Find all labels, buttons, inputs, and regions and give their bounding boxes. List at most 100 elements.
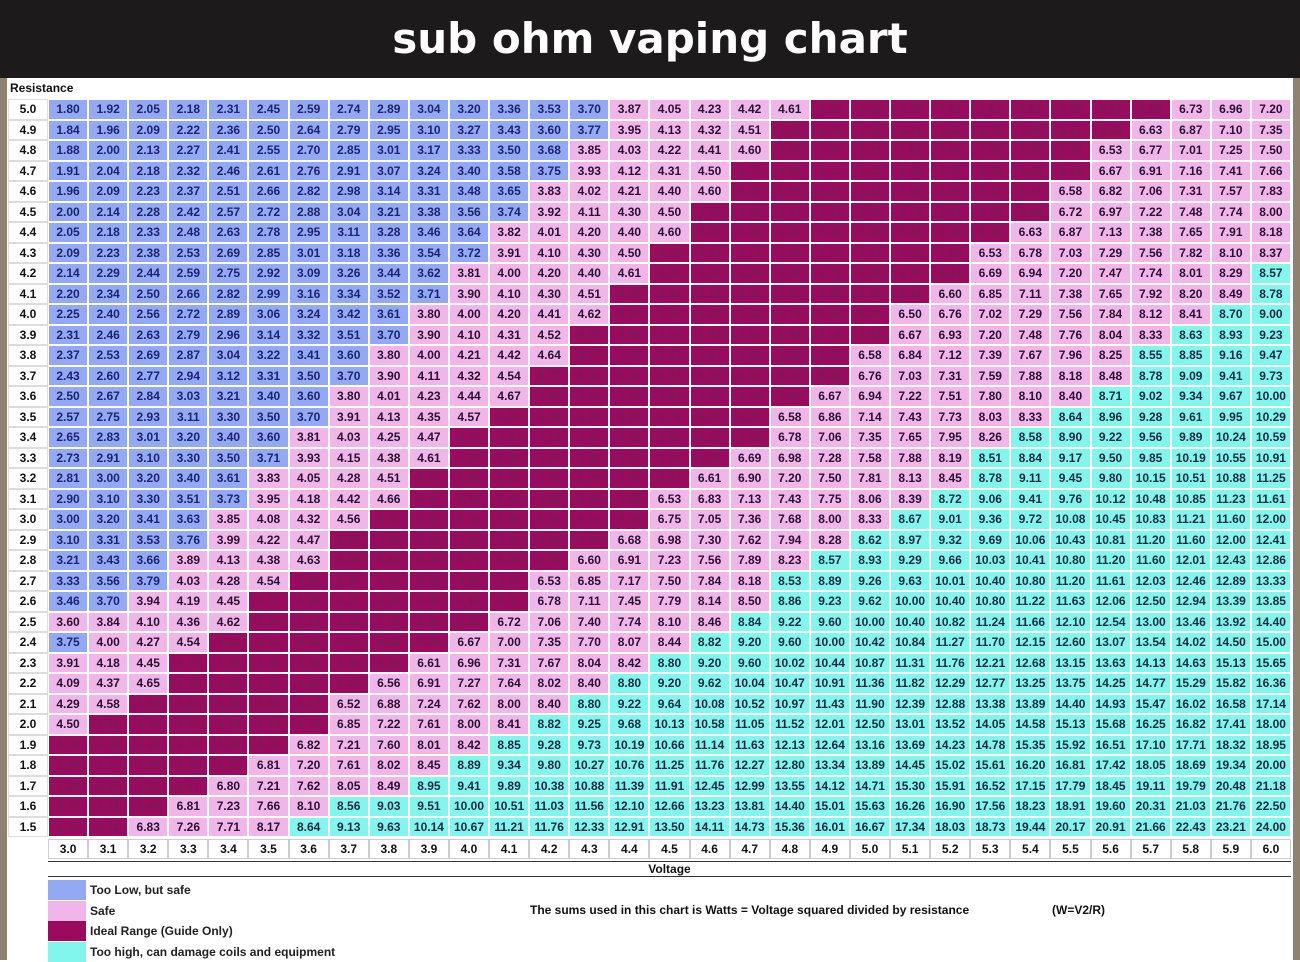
cell: 10.88 [1210, 468, 1251, 489]
cell: 7.23 [208, 796, 249, 817]
cell: 4.41 [529, 304, 570, 325]
cell: 5.07 [328, 570, 369, 591]
cell: 4.03 [168, 570, 209, 591]
cell: 5.81 [729, 345, 770, 366]
cell: 3.60 [48, 611, 89, 632]
cell: 18.45 [1090, 775, 1131, 796]
cell: 3.32 [288, 324, 329, 345]
cell: 12.00 [1250, 509, 1291, 530]
cell: 12.46 [1170, 570, 1211, 591]
cell: 5.70 [328, 632, 369, 653]
cell: 23.21 [1210, 816, 1251, 837]
cell: 15.65 [1250, 652, 1291, 673]
cell: 14.58 [1010, 714, 1051, 735]
cell: 4.42 [489, 345, 530, 366]
cell: 2.05 [48, 222, 89, 243]
cell: 9.20 [689, 652, 730, 673]
cell: 9.09 [1170, 365, 1211, 386]
cell: 6.31 [729, 406, 770, 427]
cell: 8.33 [1010, 406, 1051, 427]
cell: 2.05 [128, 99, 169, 120]
cell: 2.31 [208, 99, 249, 120]
cell: 10.45 [1090, 509, 1131, 530]
cell: 4.70 [769, 119, 810, 140]
cell: 2.98 [328, 181, 369, 202]
cell: 4.65 [128, 673, 169, 694]
cell: 5.57 [248, 673, 289, 694]
cell: 7.75 [809, 488, 850, 509]
cell: 7.48 [1010, 324, 1051, 345]
cell: 9.73 [569, 734, 610, 755]
cell: 9.41 [1010, 488, 1051, 509]
cell: 6.72 [1050, 201, 1091, 222]
cell: 13.00 [1130, 611, 1171, 632]
cell: 9.20 [649, 673, 690, 694]
row-label: 4.7 [8, 160, 48, 181]
cell: 10.40 [970, 570, 1011, 591]
cell: 15.00 [1250, 632, 1291, 653]
cell: 7.13 [729, 488, 770, 509]
cell: 10.40 [930, 591, 971, 612]
cell: 5.73 [970, 119, 1011, 140]
cell: 7.91 [1210, 222, 1251, 243]
cell: 6.52 [328, 693, 369, 714]
cell: 14.05 [970, 714, 1011, 735]
column-label: 5.8 [1170, 839, 1211, 859]
cell: 7.84 [689, 570, 730, 591]
cell: 6.28 [368, 652, 409, 673]
cell: 6.67 [1090, 160, 1131, 181]
cell: 10.08 [689, 693, 730, 714]
cell: 4.94 [649, 283, 690, 304]
cell: 8.84 [1010, 447, 1051, 468]
cell: 5.88 [930, 181, 971, 202]
cell: 7.65 [1170, 222, 1211, 243]
cell: 4.27 [128, 632, 169, 653]
cell: 2.31 [48, 324, 89, 345]
cell: 5.71 [448, 550, 490, 571]
cell: 3.64 [448, 222, 490, 243]
cell: 15.30 [890, 775, 931, 796]
cell: 2.48 [168, 222, 209, 243]
cell: 2.99 [248, 283, 289, 304]
cell: 3.24 [288, 304, 329, 325]
cell: 4.37 [88, 673, 129, 694]
cell: 9.11 [1010, 468, 1051, 489]
cell: 15.63 [849, 796, 891, 817]
cell: 5.29 [689, 304, 730, 325]
cell: 7.51 [930, 386, 971, 407]
cell: 7.96 [1050, 345, 1091, 366]
cell: 6.34 [890, 283, 931, 304]
cell: 5.57 [689, 345, 730, 366]
cell: 8.78 [970, 468, 1011, 489]
cell: 11.24 [970, 611, 1011, 632]
column-label: 5.9 [1210, 839, 1251, 859]
cell: 6.24 [970, 201, 1011, 222]
cell: 4.60 [729, 140, 770, 161]
cell: 9.00 [1250, 304, 1291, 325]
cell: 11.36 [849, 673, 891, 694]
cell: 6.14 [649, 447, 690, 468]
legend-label: Too Low, but safe [90, 883, 191, 897]
cell: 4.98 [368, 529, 409, 550]
cell: 4.84 [609, 304, 650, 325]
cell: 4.75 [408, 468, 449, 489]
cell: 10.91 [809, 673, 850, 694]
cell: 3.70 [88, 591, 129, 612]
cell: 4.36 [168, 611, 209, 632]
cell: 6.44 [930, 263, 971, 284]
cell: 4.20 [489, 304, 530, 325]
cell: 5.09 [609, 345, 650, 366]
cell: 4.50 [48, 714, 89, 735]
cell: 2.14 [48, 263, 89, 284]
cell: 6.50 [729, 427, 770, 448]
cell: 7.88 [890, 447, 931, 468]
cell: 3.56 [88, 570, 129, 591]
row-label: 2.2 [8, 673, 48, 694]
cell: 15.61 [970, 755, 1011, 776]
cell: 8.28 [809, 529, 850, 550]
cell: 4.63 [288, 550, 329, 571]
cell: 8.72 [930, 488, 971, 509]
cell: 13.07 [1090, 632, 1131, 653]
cell: 6.01 [930, 201, 971, 222]
cell: 8.33 [849, 509, 891, 530]
